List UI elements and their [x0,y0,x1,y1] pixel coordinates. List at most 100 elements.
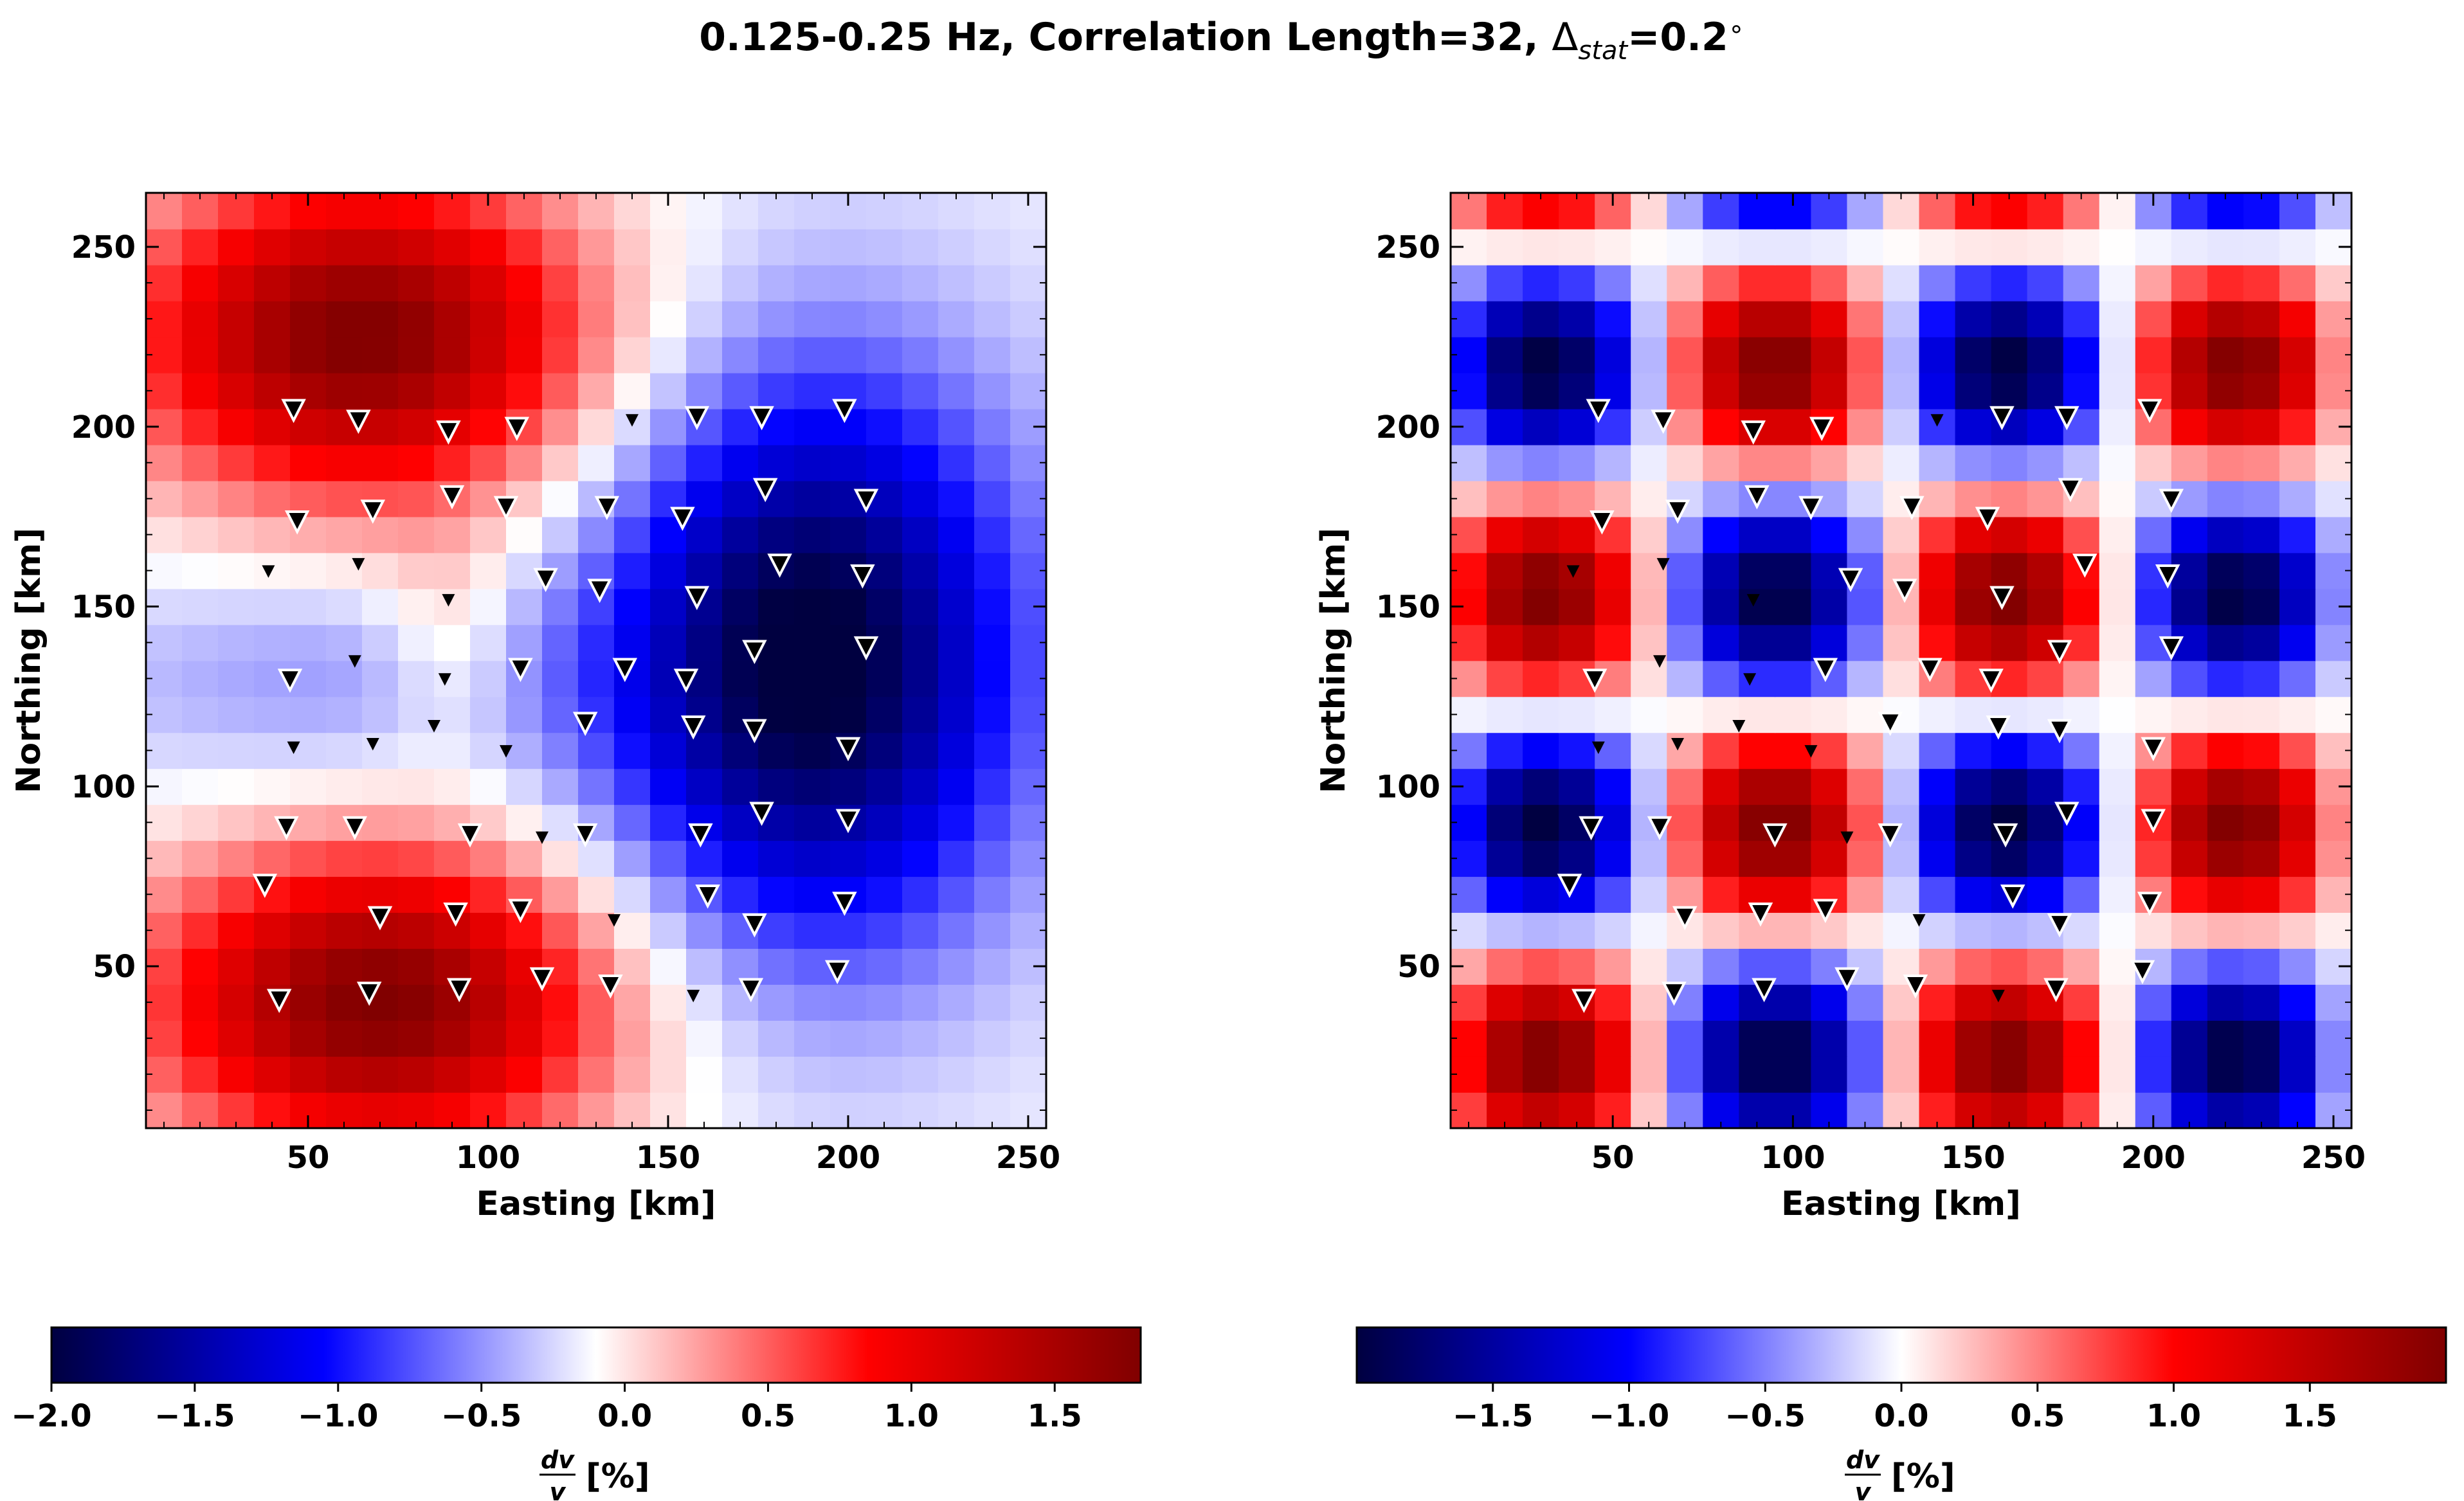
heatmap-cell [2099,300,2136,337]
heatmap-cell [1667,660,1704,697]
heatmap-cell [1739,768,1776,805]
heatmap-cell [830,300,867,337]
heatmap-cell [434,444,471,481]
heatmap-cell [1487,300,1523,337]
heatmap-cell [362,264,399,301]
heatmap-cell [398,588,435,625]
heatmap-cell [1523,876,1559,913]
heatmap-cell [938,1020,975,1057]
heatmap-cell [2099,480,2136,517]
heatmap-cell [1847,1056,1884,1093]
station-marker [500,745,512,758]
heatmap-cell [2243,552,2280,589]
heatmap-cell [2027,840,2064,877]
heatmap-cell [1703,444,1740,481]
heatmap-cell [578,516,615,553]
heatmap-cell [326,588,363,625]
colorbar-tick-label: −0.5 [1725,1398,1806,1434]
heatmap-cell [2207,768,2244,805]
heatmap-cell [1775,768,1812,805]
heatmap-cell [1847,768,1884,805]
heatmap-cell [1559,732,1595,769]
heatmap-cell [902,840,939,877]
station-marker [1566,565,1580,578]
heatmap-cell [1667,624,1704,661]
heatmap-cell [1703,264,1740,301]
heatmap-cell [290,336,327,373]
heatmap-cell [2027,516,2064,553]
heatmap-cell [866,264,903,301]
heatmap-cell [902,948,939,985]
heatmap-cell [722,444,759,481]
heatmap-cell [2243,804,2280,841]
heatmap-cell [1955,804,1992,841]
heatmap-cell [686,912,723,949]
heatmap-cell [1631,1020,1668,1057]
heatmap-cell [614,804,651,841]
heatmap-cell [434,768,471,805]
heatmap-cell [362,300,399,337]
heatmap-cell [218,372,255,409]
station-marker [1834,967,1860,992]
y-tick-label: 250 [71,229,136,265]
heatmap-cell [254,336,291,373]
colorbar-tick-label: 1.0 [2146,1398,2201,1434]
heatmap-cell [758,696,795,733]
heatmap-cell [182,984,219,1021]
colorbar-gradient [1355,1326,2447,1384]
heatmap-cell [1703,912,1740,949]
y-tick-label: 50 [93,949,136,985]
y-tick-label: 50 [1397,949,1440,985]
heatmap-cell [2207,984,2244,1021]
heatmap-cell [1811,912,1848,949]
heatmap-cell [830,1056,867,1093]
heatmap-cell [470,876,507,913]
heatmap-cell [542,840,579,877]
heatmap-cell [866,732,903,769]
x-tick-label: 100 [1761,1140,1825,1176]
heatmap-cell [1919,624,1956,661]
station-marker [1579,816,1604,841]
heatmap-cell [614,264,651,301]
heatmap-cell [974,588,1011,625]
heatmap-cell [650,372,687,409]
heatmap-cell [938,840,975,877]
heatmap-cell [1703,696,1740,733]
heatmap-cell [1955,840,1992,877]
heatmap-cell [650,624,687,661]
heatmap-cell [578,228,615,265]
heatmap-cell [974,948,1011,985]
heatmap-cell [2243,336,2280,373]
heatmap-cell [2135,516,2172,553]
heatmap-cell [650,228,687,265]
heatmap-cell [1631,444,1668,481]
station-marker [446,978,472,1003]
heatmap-cell [758,876,795,913]
station-marker [508,658,533,683]
heatmap-cell [2279,984,2316,1021]
heatmap-cell [1631,768,1668,805]
heatmap-cell [866,912,903,949]
station-marker [738,978,764,1003]
heatmap-cell [974,264,1011,301]
heatmap-cell [938,300,975,337]
heatmap-cell [1883,1056,1920,1093]
heatmap-cell [2207,516,2244,553]
heatmap-cell [1559,840,1595,877]
station-marker [439,485,465,510]
heatmap-cell [758,660,795,697]
heatmap-cell [2279,264,2316,301]
heatmap-cell [290,732,327,769]
y-tick-label: 250 [1376,229,1440,265]
heatmap-panel-left: 50 100 150 200 250 50 100 150 200 250 Easting [km]… [10,192,1060,1223]
heatmap-cell [1919,264,1956,301]
heatmap-cell [218,984,255,1021]
heatmap-cell [2063,588,2100,625]
heatmap-cell [794,912,831,949]
heatmap-cell [2027,1020,2064,1057]
heatmap-cell [2171,228,2208,265]
heatmap-cell [2279,444,2316,481]
heatmap-cell [2135,912,2172,949]
station-marker [835,809,861,834]
heatmap-cell [254,264,291,301]
